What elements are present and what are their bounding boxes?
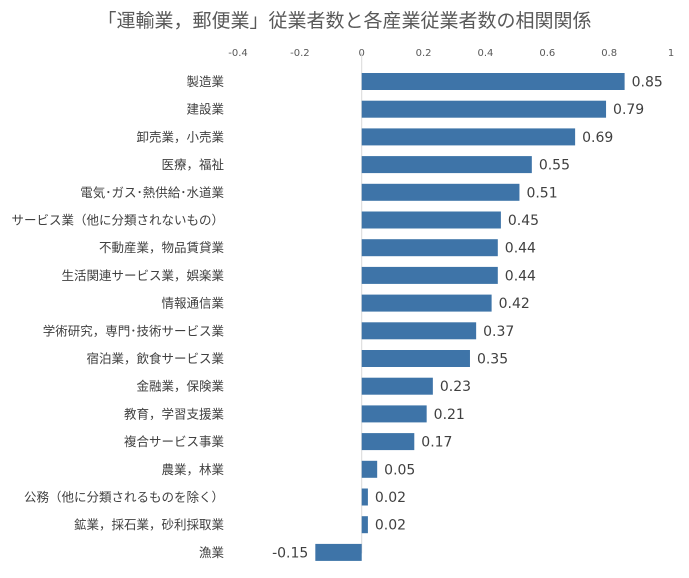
data-label: 0.42 <box>499 296 530 312</box>
category-label: 複合サービス事業 <box>124 434 225 449</box>
data-label: 0.23 <box>440 379 471 395</box>
bar <box>361 488 368 506</box>
x-tick-label: 1 <box>668 48 674 59</box>
bar <box>315 543 362 561</box>
bar <box>361 128 576 146</box>
data-label: 0.35 <box>477 352 508 368</box>
bar <box>361 460 378 478</box>
data-label: 0.05 <box>384 462 415 478</box>
data-label: 0.44 <box>505 268 536 284</box>
bar <box>361 322 477 340</box>
category-label: 生活関連サービス業，娯楽業 <box>61 268 224 283</box>
category-label: 製造業 <box>186 74 224 89</box>
x-tick-label: 0.6 <box>539 48 555 59</box>
bar <box>361 294 492 312</box>
bar <box>361 183 520 201</box>
x-tick-label: 0.8 <box>601 48 617 59</box>
x-tick-label: -0.4 <box>228 48 248 59</box>
category-label: 学術研究，専門･技術サービス業 <box>43 323 225 338</box>
category-label: 農業，林業 <box>161 462 224 477</box>
category-label: 宿泊業，飲食サービス業 <box>86 351 224 366</box>
category-label: 卸売業，小売業 <box>136 129 224 144</box>
bar <box>361 73 625 90</box>
bar <box>361 350 470 367</box>
data-label: 0.85 <box>632 75 663 91</box>
x-tick-label: 0.2 <box>416 48 432 59</box>
data-label: 0.02 <box>375 490 406 506</box>
data-label: 0.17 <box>421 435 452 451</box>
data-label: 0.55 <box>539 158 570 174</box>
category-label: 建設業 <box>186 102 224 117</box>
data-label: -0.15 <box>272 545 308 561</box>
category-label: 教育，学習支援業 <box>124 406 225 421</box>
category-label: 情報通信業 <box>161 296 224 311</box>
bar <box>361 433 415 451</box>
x-tick-label: 0.4 <box>477 48 493 59</box>
bar <box>361 211 501 229</box>
data-label: 0.45 <box>508 213 539 229</box>
data-label: 0.37 <box>483 324 514 340</box>
bar <box>361 100 607 118</box>
bar <box>361 516 368 534</box>
x-tick-label: -0.2 <box>290 48 310 59</box>
data-label: 0.69 <box>582 130 613 146</box>
bar <box>361 266 498 284</box>
bar <box>361 239 498 257</box>
category-label: 漁業 <box>199 545 225 560</box>
category-label: 不動産業，物品賃貸業 <box>99 240 225 255</box>
data-label: 0.02 <box>375 518 406 534</box>
category-label: サービス業（他に分類されないもの） <box>11 213 224 228</box>
data-label: 0.21 <box>434 407 465 423</box>
bar <box>361 405 427 423</box>
category-label: 電気･ガス･熱供給･水道業 <box>80 185 224 200</box>
bar <box>361 156 532 174</box>
data-label: 0.44 <box>505 241 536 257</box>
data-label: 0.51 <box>526 185 557 201</box>
chart-title: 「運輸業，郵便業」従業者数と各産業従業者数の相関関係 <box>97 10 592 32</box>
category-label: 金融業，保険業 <box>136 379 224 394</box>
category-label: 鉱業，採石業，砂利採取業 <box>74 517 225 532</box>
data-label: 0.79 <box>613 102 644 118</box>
category-label: 医療，福祉 <box>161 157 224 172</box>
category-label: 公務（他に分類されるものを除く） <box>24 490 224 505</box>
bar <box>361 377 433 395</box>
